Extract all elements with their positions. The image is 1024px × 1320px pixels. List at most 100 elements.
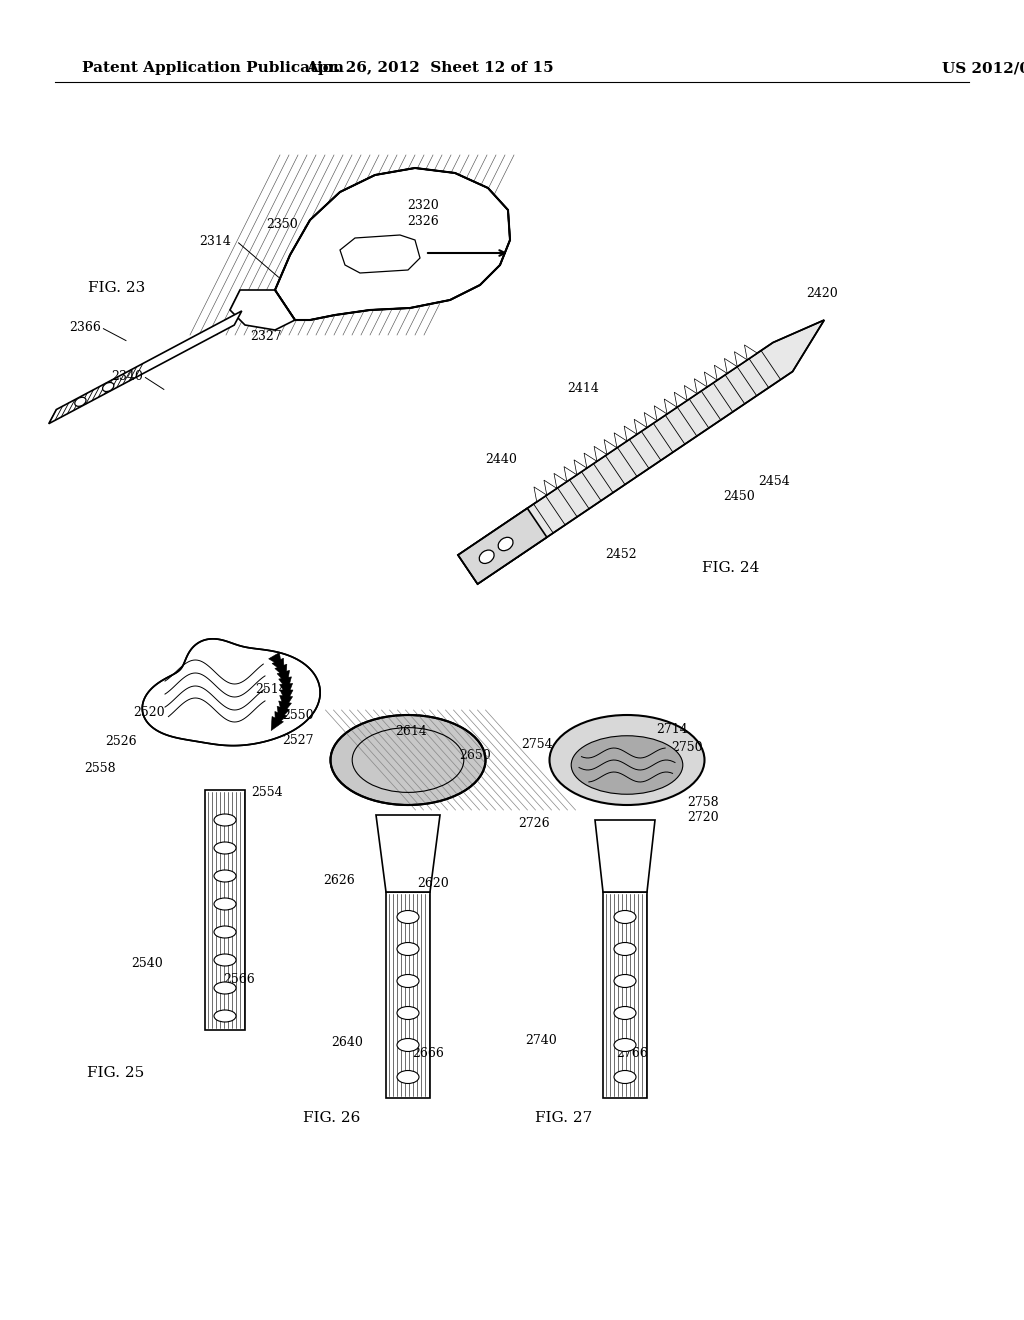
Ellipse shape [397,974,419,987]
Polygon shape [665,399,677,414]
Ellipse shape [397,942,419,956]
Text: 2440: 2440 [485,453,517,466]
Ellipse shape [614,1071,636,1084]
Polygon shape [280,696,293,709]
Text: 2766: 2766 [616,1047,648,1060]
Text: 2526: 2526 [105,735,137,748]
Polygon shape [574,459,587,475]
Text: 2554: 2554 [251,785,283,799]
Text: 2758: 2758 [687,796,719,809]
Polygon shape [734,351,748,367]
Ellipse shape [214,870,236,882]
Ellipse shape [397,911,419,924]
Ellipse shape [397,1006,419,1019]
Text: 2314: 2314 [200,235,231,248]
Text: 2650: 2650 [459,748,490,762]
Polygon shape [544,480,557,495]
Polygon shape [280,690,293,704]
Text: 2326: 2326 [408,215,439,228]
Text: 2320: 2320 [408,199,439,213]
Polygon shape [724,359,737,374]
Polygon shape [279,677,292,690]
Polygon shape [271,717,284,730]
Polygon shape [458,319,824,583]
Ellipse shape [75,397,86,407]
Text: 2558: 2558 [84,762,116,775]
Text: 2720: 2720 [687,810,719,824]
Text: FIG. 25: FIG. 25 [87,1067,144,1080]
Polygon shape [272,659,285,672]
Text: 2340: 2340 [112,370,143,383]
Polygon shape [715,366,727,380]
Polygon shape [603,892,647,1098]
Text: 2550: 2550 [283,709,314,722]
Text: 2626: 2626 [324,874,355,887]
Polygon shape [634,420,647,434]
Text: 2414: 2414 [567,381,599,395]
Text: 2520: 2520 [133,706,165,719]
Polygon shape [142,639,321,746]
Polygon shape [278,706,290,721]
Polygon shape [674,392,687,408]
Text: Apr. 26, 2012  Sheet 12 of 15: Apr. 26, 2012 Sheet 12 of 15 [306,61,554,75]
Text: 2750: 2750 [671,741,702,754]
Ellipse shape [498,537,513,550]
Polygon shape [584,453,597,469]
Ellipse shape [331,715,485,805]
Ellipse shape [214,814,236,826]
Text: FIG. 26: FIG. 26 [303,1111,360,1125]
Text: 2714: 2714 [656,723,688,737]
Text: 2666: 2666 [413,1047,444,1060]
Polygon shape [684,385,697,400]
Text: FIG. 23: FIG. 23 [88,281,145,294]
Text: 2452: 2452 [605,548,637,561]
Ellipse shape [214,898,236,909]
Ellipse shape [479,550,495,564]
Polygon shape [654,405,667,421]
Text: 2614: 2614 [395,725,427,738]
Polygon shape [376,814,440,892]
Text: Patent Application Publication: Patent Application Publication [82,61,344,75]
Ellipse shape [214,954,236,966]
Ellipse shape [614,942,636,956]
Ellipse shape [214,1010,236,1022]
Text: 2514: 2514 [255,682,287,696]
Polygon shape [744,345,758,360]
Text: 2450: 2450 [723,490,755,503]
Text: 2640: 2640 [331,1036,362,1049]
Polygon shape [268,652,282,667]
Ellipse shape [397,1071,419,1084]
Polygon shape [458,508,547,583]
Polygon shape [274,711,287,726]
Polygon shape [554,474,567,488]
Ellipse shape [550,715,705,805]
Text: 2566: 2566 [223,973,255,986]
Polygon shape [614,433,627,447]
Polygon shape [694,379,708,393]
Polygon shape [279,701,292,715]
Polygon shape [205,789,245,1030]
Text: 2420: 2420 [806,286,838,300]
Ellipse shape [614,1039,636,1052]
Text: FIG. 27: FIG. 27 [535,1111,592,1125]
Polygon shape [595,820,655,892]
Polygon shape [604,440,616,454]
Text: US 2012/0101512 A1: US 2012/0101512 A1 [942,61,1024,75]
Polygon shape [625,426,637,441]
Ellipse shape [102,383,114,392]
Text: 2620: 2620 [417,876,449,890]
Text: FIG. 24: FIG. 24 [702,561,760,574]
Text: 2540: 2540 [131,957,163,970]
Text: 2454: 2454 [758,475,790,488]
Ellipse shape [614,1006,636,1019]
Polygon shape [705,372,717,387]
Polygon shape [340,235,420,273]
Polygon shape [275,168,510,319]
Polygon shape [644,413,657,428]
Text: 2754: 2754 [521,738,553,751]
Ellipse shape [214,842,236,854]
Polygon shape [534,487,547,502]
Polygon shape [386,892,430,1098]
Polygon shape [274,664,287,678]
Text: 2350: 2350 [266,218,298,231]
